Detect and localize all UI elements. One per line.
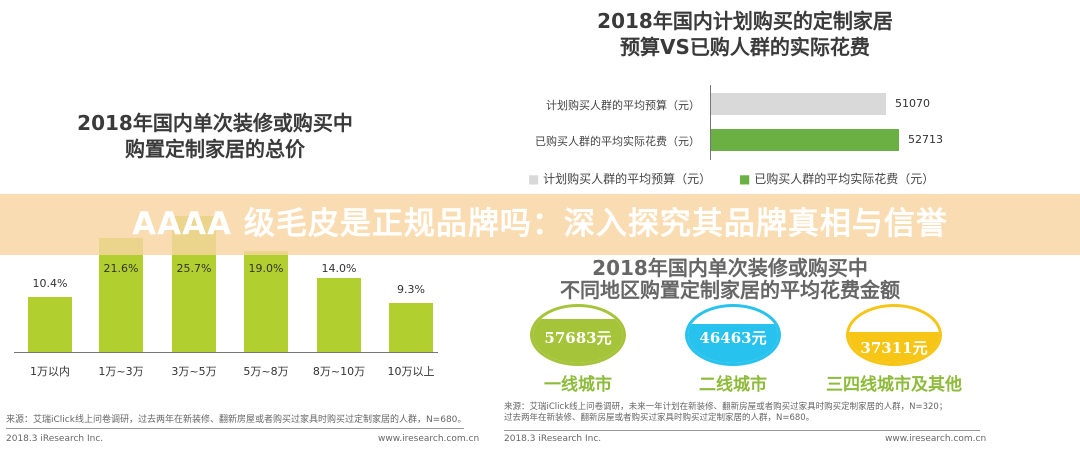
legend-spend: 已购买人群的平均实际花费（元） xyxy=(754,172,935,186)
bar-value-label: 19.0% xyxy=(248,262,284,275)
legend-swatch-budget: ■ xyxy=(528,172,540,186)
right-title-line1: 2018年国内计划购买的定制家居 xyxy=(597,9,893,33)
y-axis xyxy=(710,85,711,160)
circle-amount: 46463元 xyxy=(699,329,767,347)
left-title-line2: 购置定制家居的总价 xyxy=(125,137,305,161)
left-title-line1: 2018年国内单次装修或购买中 xyxy=(77,111,353,135)
right-source-line1: 来源：艾瑞iClick线上问卷调研，未来一年计划在新装修、翻新房屋或者购买过家具… xyxy=(504,402,948,412)
x-axis xyxy=(14,352,438,353)
region-label: 一线城市 xyxy=(544,375,612,395)
left-footer-company: 2018.3 iResearch Inc. xyxy=(6,434,104,444)
x-tick-label: 8万~10万 xyxy=(312,365,366,378)
left-footer-url: www.iresearch.com.cn xyxy=(378,434,480,444)
hbar-value-label: 51070 xyxy=(894,97,930,110)
x-tick-label: 10万以上 xyxy=(387,365,435,378)
left-divider xyxy=(6,428,464,429)
right-source-line2: 过去两年在新装修、翻新房屋或者购买过家具时购买过定制家居的人群，N=680。 xyxy=(504,413,815,423)
region-circle: 46463元 xyxy=(685,304,781,366)
bar xyxy=(244,251,288,352)
bar xyxy=(99,237,143,352)
hbar-category-label: 已购买人群的平均实际花费（元） xyxy=(535,135,700,148)
bar-value-label: 10.4% xyxy=(32,276,68,290)
x-tick-label: 5万~8万 xyxy=(243,365,289,378)
bar-value-label: 9.3% xyxy=(397,282,425,296)
region-label: 二线城市 xyxy=(699,375,767,395)
bar xyxy=(317,277,361,352)
x-tick-label: 1万~3万 xyxy=(98,365,144,378)
region-title-line2: 不同地区购置定制家居的平均花费金额 xyxy=(560,278,900,302)
circle-fill xyxy=(849,331,939,363)
right-footer-company: 2018.3 iResearch Inc. xyxy=(504,434,602,444)
hbar-category-label: 计划购买人群的平均预算（元） xyxy=(546,99,700,112)
region-label: 三四线城市及其他 xyxy=(826,375,962,395)
bar xyxy=(389,302,433,352)
bar-value-label: 14.0% xyxy=(321,262,357,275)
left-source: 来源：艾瑞iClick线上问卷调研，过去两年在新装修、翻新房屋或者购买过家具时购… xyxy=(6,415,467,425)
hbar xyxy=(711,129,899,151)
x-tick-label: 1万以内 xyxy=(30,365,70,378)
region-circle: 37311元 xyxy=(846,304,942,366)
circle-amount: 37311元 xyxy=(860,339,928,357)
hbar xyxy=(711,93,886,115)
circle-fill xyxy=(533,319,623,363)
right-footer-url: www.iresearch.com.cn xyxy=(885,434,987,444)
overlay-banner: AAAA 级毛皮是正规品牌吗：深入探究其品牌真相与信誉 xyxy=(0,194,1080,255)
right-title-line2: 预算VS已购人群的实际花费 xyxy=(620,35,870,59)
hbar-value-label: 52713 xyxy=(908,133,943,146)
legend-budget: 计划购买人群的平均预算（元） xyxy=(543,172,712,186)
bar-value-label: 25.7% xyxy=(176,262,212,275)
bar-value-label: 21.6% xyxy=(103,262,139,275)
legend: ■ 计划购买人群的平均预算（元） ■ 已购买人群的平均实际花费（元） xyxy=(528,170,934,187)
region-title-line1: 2018年国内单次装修或购买中 xyxy=(592,256,868,280)
right-divider xyxy=(504,430,980,431)
legend-swatch-spend: ■ xyxy=(739,172,751,186)
region-circle: 57683元 xyxy=(530,304,626,366)
circle-amount: 57683元 xyxy=(544,329,612,347)
x-tick-label: 3万~5万 xyxy=(171,365,217,378)
bar xyxy=(28,296,72,352)
circle-fill xyxy=(688,323,778,363)
